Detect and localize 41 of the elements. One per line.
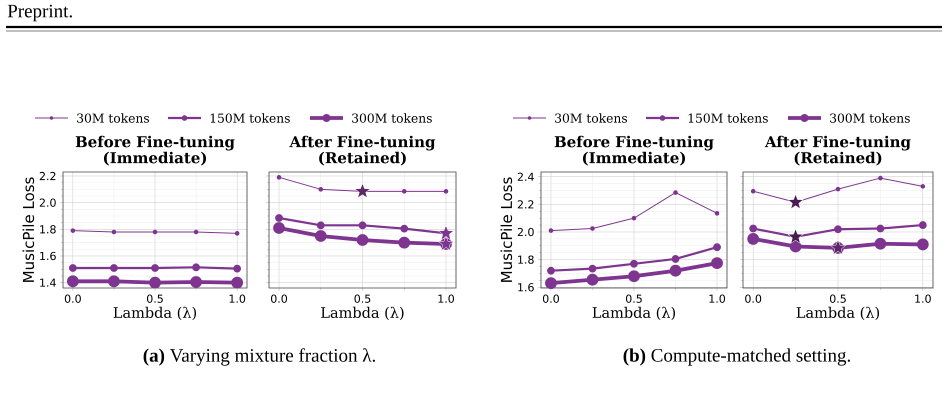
chart-title: Before Fine-tuning (Immediate) [554,136,714,166]
x-axis-title: Lambda (λ) [321,306,404,320]
x-tick-label: 0.0 [64,294,81,303]
x-tick-label: 0.0 [542,294,559,303]
y-tick-label: 1.4 [40,278,56,287]
x-tick-label: 1.0 [915,294,931,303]
y-tick-label: 1.8 [518,255,534,264]
legend-label: 30M tokens [77,113,150,123]
text: (a) Varying mixture fraction λ. [144,348,375,366]
y-tick-label: 2.2 [518,200,534,208]
x-tick-label: 0.5 [626,294,642,303]
x-tick-label: 0.0 [745,294,762,303]
x-tick-label: 0.5 [354,294,370,303]
x-tick-label: 0.5 [830,294,846,303]
legend-label: 300M tokens [830,113,910,123]
x-tick-label: 1.0 [230,294,246,303]
x-tick-label: 0.0 [271,294,288,303]
x-axis-title: Lambda (λ) [592,306,676,320]
y-axis-title: MusicPile Loss [22,177,34,282]
x-tick-label: 1.0 [710,294,726,303]
y-tick-label: 2.2 [40,172,56,180]
legend-label: 150M tokens [210,113,290,123]
x-axis-title: Lambda (λ) [114,306,196,320]
legend-label: 300M tokens [352,113,432,123]
x-tick-label: 0.5 [146,294,163,303]
y-tick-label: 1.8 [40,225,56,234]
y-axis-title: MusicPile Loss [500,177,512,282]
text: Preprint. [8,4,72,22]
y-tick-label: 1.6 [518,283,534,292]
text: (b) Compute-matched setting. [624,348,850,366]
legend-label: 150M tokens [688,113,768,123]
chart-title: After Fine-tuning (Retained) [289,136,436,166]
y-tick-label: 2.0 [518,228,534,236]
y-tick-label: 1.6 [40,252,56,260]
y-tick-label: 2.4 [518,172,534,181]
legend-label: 30M tokens [555,113,628,123]
chart-title: Before Fine-tuning (Immediate) [76,136,235,166]
x-tick-label: 1.0 [438,294,454,303]
y-tick-label: 2.0 [40,198,56,207]
x-axis-title: Lambda (λ) [796,306,879,320]
chart-title: After Fine-tuning (Retained) [764,136,911,166]
